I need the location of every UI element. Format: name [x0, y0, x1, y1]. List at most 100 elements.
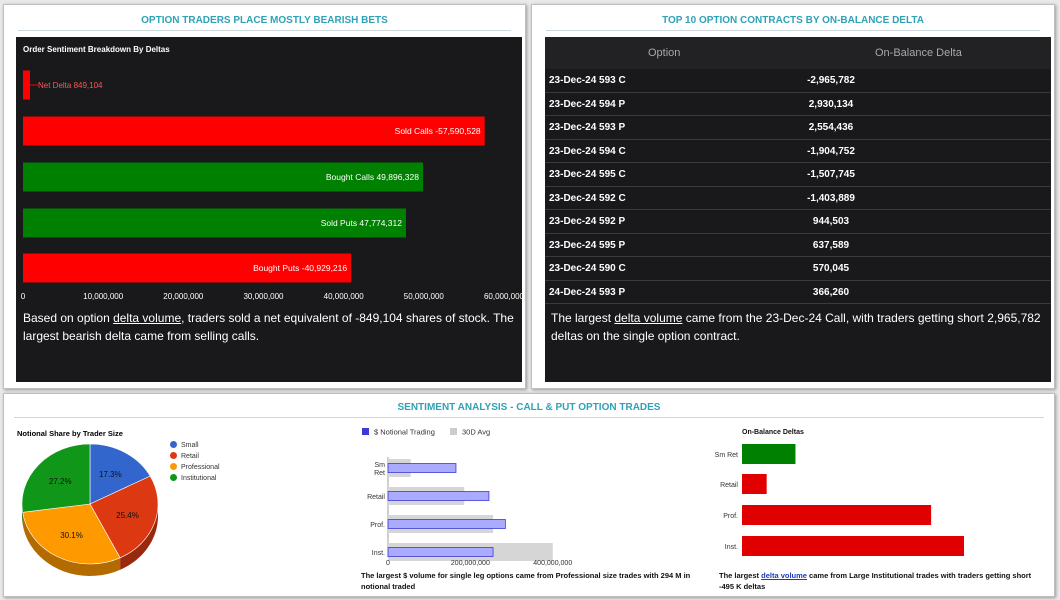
y-tick-label: Sm [375, 462, 386, 469]
pie-label: 17.3% [99, 470, 122, 479]
cell-option: 23-Dec-24 590 C [549, 263, 626, 274]
bar-bought-puts[interactable] [23, 253, 352, 283]
summary-text: The largest [551, 311, 615, 325]
bar-label: Bought Puts -40,929,216 [253, 263, 347, 273]
column-header-delta[interactable]: On-Balance Delta [875, 47, 962, 59]
bar-sold-puts[interactable] [23, 208, 406, 238]
bar-sm-ret[interactable] [742, 444, 796, 464]
table-row[interactable]: 24-Dec-24 593 P 366,260 [545, 281, 1051, 304]
y-tick-label: Sm Ret [715, 452, 738, 459]
bar-notional[interactable] [387, 463, 457, 473]
bar-label: Sold Puts 47,774,312 [321, 218, 403, 228]
y-tick-label: Prof. [723, 513, 738, 520]
cell-option: 23-Dec-24 594 P [549, 98, 626, 110]
pie-side-retail [120, 504, 158, 570]
y-tick-label: Inst. [725, 544, 738, 551]
legend-swatch [450, 428, 457, 435]
bar-inst[interactable] [742, 536, 964, 556]
on-balance-delta-chart: On-Balance Deltas Sm Ret Retail Prof. Inst. [715, 429, 964, 556]
chart-title: Order Sentiment Breakdown By Deltas [23, 45, 170, 54]
cell-delta: 637,589 [812, 239, 850, 251]
cell-delta: -2,965,782 [807, 75, 855, 86]
legend-swatch [170, 452, 177, 459]
legend-swatch [170, 463, 177, 470]
delta-volume-link[interactable]: delta volume [113, 311, 182, 325]
table-row[interactable]: 23-Dec-24 595 C -1,507,745 [545, 163, 1051, 187]
note-text: -495 K deltas [719, 582, 766, 591]
pie-label: 27.2% [49, 477, 72, 486]
chart-title: On-Balance Deltas [742, 429, 804, 436]
legend-label: Retail [181, 453, 199, 460]
table-row[interactable]: 23-Dec-24 595 P 637,589 [545, 234, 1051, 257]
legend-item-professional[interactable]: Professional [170, 463, 220, 471]
bar-bought-calls[interactable] [23, 162, 424, 192]
notional-pie-chart: 17.3% 25.4% 30.1% 27.2% [21, 443, 159, 576]
bar-label: Net Delta 849,104 [38, 81, 103, 90]
cell-delta: 570,045 [812, 263, 850, 274]
summary-text: came from the 23-Dec-24 Call, with trade… [682, 311, 1041, 325]
legend-item-retail[interactable]: Retail [170, 452, 199, 460]
obd-note: The largest delta volume came from Large… [719, 570, 1054, 592]
bar-notional[interactable] [387, 519, 506, 529]
pie-label: 30.1% [60, 531, 83, 540]
pie-slice-institutional[interactable] [21, 443, 91, 513]
panel-title: OPTION TRADERS PLACE MOSTLY BEARISH BETS [18, 15, 511, 31]
summary-text: deltas on the single option contract. [551, 329, 740, 343]
bar-net-delta[interactable] [23, 70, 30, 100]
sentiment-summary: Based on option delta volume, traders so… [23, 309, 518, 345]
column-header-option[interactable]: Option [648, 47, 681, 59]
x-tick-label: 400,000,000 [533, 560, 572, 567]
delta-volume-link[interactable]: delta volume [761, 571, 807, 580]
cell-option: 23-Dec-24 594 C [549, 145, 626, 157]
legend-swatch [362, 428, 369, 435]
pie-slice-retail[interactable] [89, 475, 159, 559]
cell-option: 23-Dec-24 595 C [549, 169, 626, 180]
note-text: came from Large Institutional trades wit… [806, 571, 1032, 580]
pie-slice-professional[interactable] [22, 503, 121, 565]
cell-delta: 944,503 [812, 216, 850, 227]
bar-sold-calls[interactable] [23, 116, 485, 146]
table-row[interactable]: 23-Dec-24 594 P 2,930,134 [545, 93, 1051, 116]
cell-delta: -1,507,745 [807, 169, 855, 180]
pie-slice-small[interactable] [89, 443, 151, 505]
delta-volume-link[interactable]: delta volume [614, 311, 683, 325]
legend-label: Professional [181, 464, 220, 471]
cell-option: 24-Dec-24 593 P [549, 286, 626, 298]
legend-label[interactable]: $ Notional Trading [374, 428, 435, 437]
table-row[interactable]: 23-Dec-24 593 C -2,965,782 [545, 69, 1051, 93]
table-row[interactable]: 23-Dec-24 594 C -1,904,752 [545, 140, 1051, 163]
x-tick-label: 20,000,000 [163, 292, 204, 301]
delta-bar-chart: Net Delta 849,104 Sold Calls -57,590,528 B… [21, 70, 522, 301]
cell-delta: 2,930,134 [808, 98, 854, 110]
y-tick-label: Prof. [370, 522, 385, 529]
cell-option: 23-Dec-24 592 P [549, 216, 626, 227]
bar-notional[interactable] [387, 491, 490, 501]
legend-item-institutional[interactable]: Institutional [170, 474, 216, 482]
x-tick-label: 0 [386, 560, 390, 567]
bar-notional[interactable] [387, 547, 494, 557]
legend-label[interactable]: 30D Avg [462, 428, 490, 437]
cell-option: 23-Dec-24 593 P [549, 122, 626, 133]
cell-delta: 366,260 [812, 286, 850, 298]
cell-delta: 2,554,436 [808, 122, 854, 133]
table-row[interactable]: 23-Dec-24 593 P 2,554,436 [545, 116, 1051, 140]
y-tick-label: Retail [720, 482, 738, 489]
bar-prof[interactable] [742, 505, 932, 525]
y-tick-label: Retail [367, 494, 385, 501]
x-tick-label: 30,000,000 [243, 292, 284, 301]
summary-text: Based on option [23, 311, 114, 325]
pie-label: 25.4% [116, 511, 139, 520]
table-row[interactable]: 23-Dec-24 590 C 570,045 [545, 257, 1051, 281]
bar-label: Bought Calls 49,896,328 [326, 172, 419, 182]
bar-retail[interactable] [742, 474, 767, 494]
table-row[interactable]: 23-Dec-24 592 C -1,403,889 [545, 187, 1051, 210]
legend-item-small[interactable]: Small [170, 441, 199, 449]
cell-option: 23-Dec-24 593 C [549, 75, 626, 86]
x-tick-label: 0 [21, 292, 26, 301]
table-row[interactable]: 23-Dec-24 592 P 944,503 [545, 210, 1051, 234]
y-tick-label: Ret [374, 470, 385, 477]
legend-swatch [170, 441, 177, 448]
x-tick-label: 200,000,000 [451, 560, 490, 567]
x-tick-label: 60,000,000 [484, 292, 522, 301]
